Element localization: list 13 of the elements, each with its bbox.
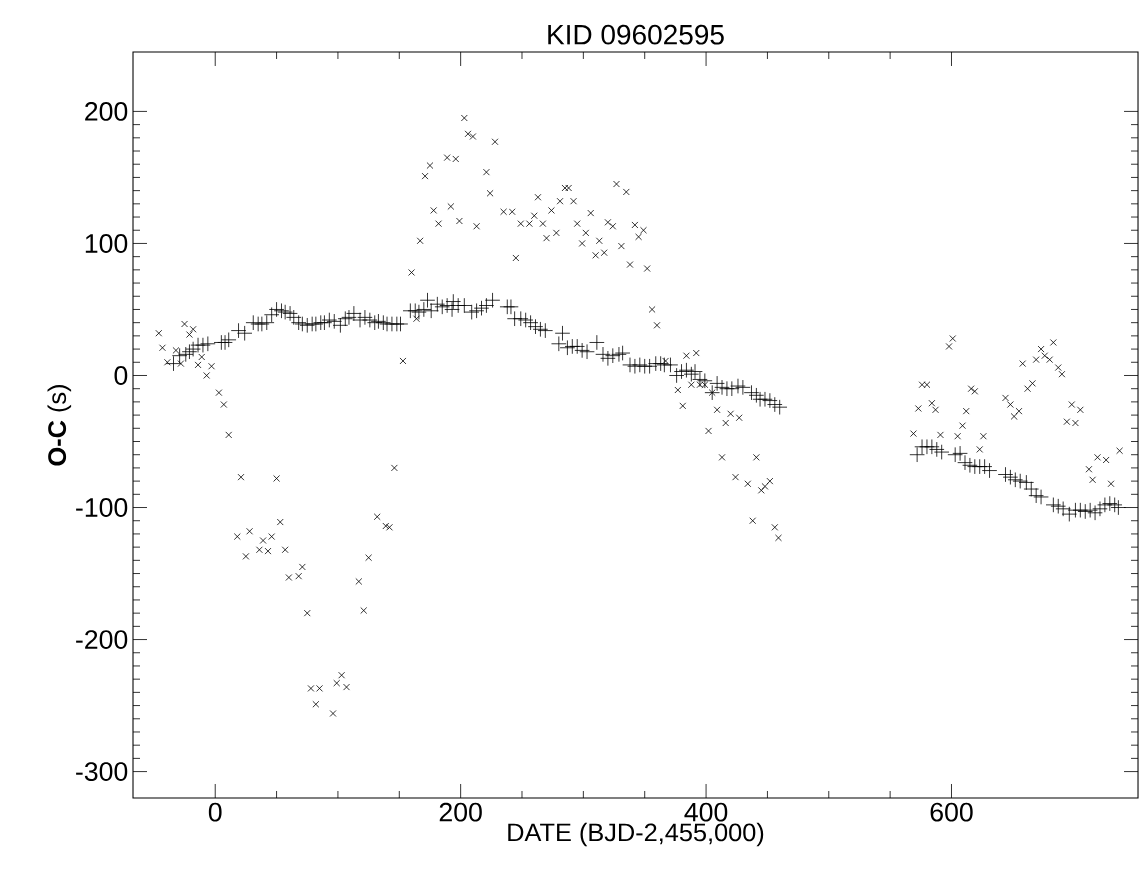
y-tick-label: 200 [85,101,128,121]
y-tick-label: -100 [76,498,128,517]
y-axis-title: O-C (s) [47,385,72,466]
y-tick-label: 0 [114,366,128,385]
x-axis-title: DATE (BJD-2,455,000) [508,822,764,847]
y-tick-label: -300 [76,762,128,782]
y-tick-label: -200 [76,630,128,649]
x-tick-label: 400 [684,802,728,822]
y-tick-label: 100 [85,234,128,253]
x-tick-label: 200 [439,802,482,822]
x-tick-label: 0 [208,802,222,822]
x-tick-label: 600 [930,802,973,822]
chart-title: KID 09602595 [548,24,724,45]
